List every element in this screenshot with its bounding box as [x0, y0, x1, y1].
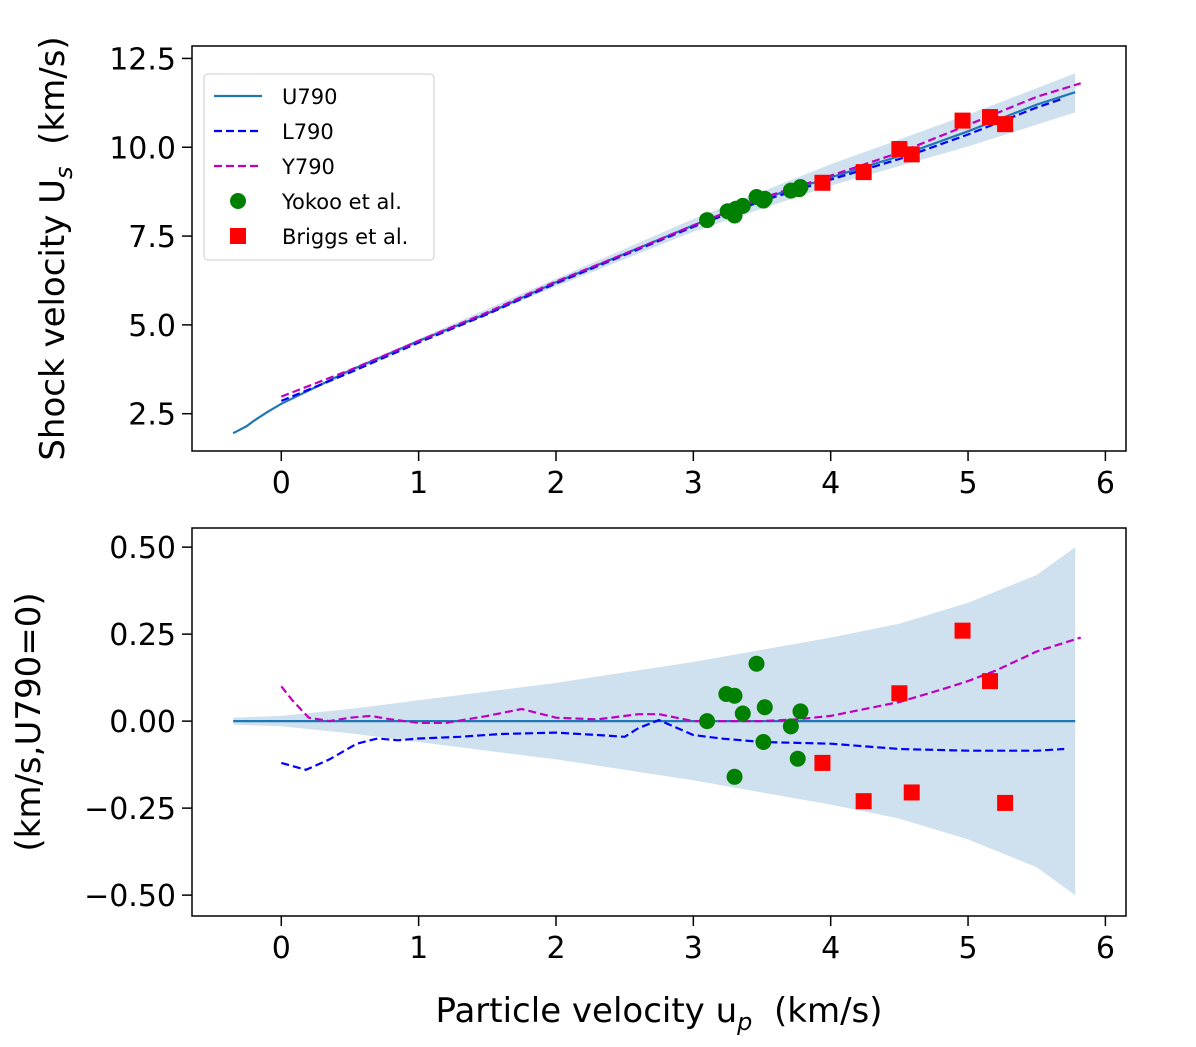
x-tick-label: 3: [684, 466, 703, 501]
data-point-briggs-et-al: [814, 754, 831, 771]
data-point-yokoo-et-al: [726, 768, 743, 785]
data-point-yokoo-et-al: [726, 687, 743, 704]
series-line-l790: [281, 718, 1065, 771]
data-point-briggs-et-al: [903, 146, 920, 163]
data-point-yokoo-et-al: [734, 705, 751, 722]
data-point-briggs-et-al: [997, 116, 1014, 133]
x-tick-label: 2: [546, 466, 565, 501]
x-axis-label-main: Particle velocity u: [435, 991, 737, 1031]
x-tick-label: 4: [821, 466, 840, 501]
data-point-briggs-et-al: [891, 685, 908, 702]
x-tick-label: 0: [272, 931, 291, 966]
data-point-briggs-et-al: [982, 673, 999, 690]
legend-label-l790: L790: [282, 120, 334, 144]
data-point-yokoo-et-al: [699, 212, 716, 229]
y-tick-label: 10.0: [109, 131, 176, 166]
legend-box: [203, 73, 435, 261]
legend-swatch-yokoo-et-al: [230, 193, 246, 209]
x-tick-label: 1: [409, 931, 428, 966]
x-tick-label: 4: [821, 931, 840, 966]
data-point-briggs-et-al: [855, 793, 872, 810]
data-point-briggs-et-al: [954, 622, 971, 639]
y-axis-label-main: Shock velocity U: [33, 179, 73, 461]
data-point-yokoo-et-al: [756, 190, 773, 207]
series-line-u790: [232, 91, 1076, 435]
top-panel-shock-velocity: 0 1 2 3 4 5 6 2.5 5.0 7.5 10.0 12.5 Shock velocity U…: [33, 36, 1127, 501]
x-axis-label-subscript: p: [736, 1008, 752, 1036]
y-tick-label: 12.5: [109, 42, 176, 77]
data-point-yokoo-et-al: [782, 718, 799, 735]
y-tick-label: 7.5: [128, 220, 176, 255]
data-point-yokoo-et-al: [756, 699, 773, 716]
data-point-yokoo-et-al: [748, 655, 765, 672]
plot-frame: [191, 45, 1127, 452]
legend-label-y790: Y790: [281, 155, 335, 179]
y-tick-label: 0.00: [109, 705, 176, 740]
y-tick-label: 0.25: [109, 618, 176, 653]
x-tick-label: 0: [272, 466, 291, 501]
y-axis-label-subscript: s: [50, 166, 78, 179]
data-point-yokoo-et-al: [699, 713, 716, 730]
legend-label-yokoo-et-al: Yokoo et al.: [281, 190, 402, 214]
x-tick-label: 3: [684, 931, 703, 966]
series-line-l790: [280, 97, 1065, 402]
x-tick-label: 6: [1096, 466, 1115, 501]
x-tick-label: 5: [958, 466, 977, 501]
data-point-yokoo-et-al: [792, 703, 809, 720]
x-tick-label: 5: [958, 931, 977, 966]
legend-label-briggs-et-al: Briggs et al.: [282, 225, 408, 249]
y-tick-label: −0.25: [84, 792, 176, 827]
x-axis-label-unit: (km/s): [752, 991, 882, 1031]
data-point-briggs-et-al: [954, 112, 971, 129]
y-tick-label: −0.50: [84, 879, 176, 914]
data-point-yokoo-et-al: [755, 734, 772, 751]
data-point-yokoo-et-al: [792, 179, 809, 196]
x-axis-label: Particle velocity up (km/s): [435, 991, 882, 1036]
y-tick-label: 5.0: [128, 309, 176, 344]
data-point-briggs-et-al: [855, 164, 872, 181]
y-axis-label-unit: (km/s): [33, 36, 73, 166]
y-axis-label: (km/s,U790=0): [9, 592, 49, 851]
x-tick-label: 2: [546, 931, 565, 966]
x-tick-label: 6: [1096, 931, 1115, 966]
data-point-briggs-et-al: [982, 109, 999, 126]
y-tick-label: 2.5: [128, 398, 176, 433]
y-axis-label: Shock velocity Us (km/s): [33, 36, 78, 460]
data-point-yokoo-et-al: [789, 750, 806, 767]
plot-frame: [191, 527, 1127, 917]
legend-swatch-briggs-et-al: [230, 228, 246, 244]
legend-label-u790: U790: [282, 85, 337, 109]
data-point-briggs-et-al: [891, 141, 908, 158]
bottom-panel-residual: 0 1 2 3 4 5 6 0.50 0.25 0.00 −0.25 −0.50 (km/s,U790=…: [9, 527, 1127, 1036]
y-tick-label: 0.50: [109, 531, 176, 566]
x-tick-label: 1: [409, 466, 428, 501]
data-point-briggs-et-al: [814, 174, 831, 191]
data-point-briggs-et-al: [997, 794, 1014, 811]
data-point-yokoo-et-al: [734, 197, 751, 214]
data-point-briggs-et-al: [903, 784, 920, 801]
